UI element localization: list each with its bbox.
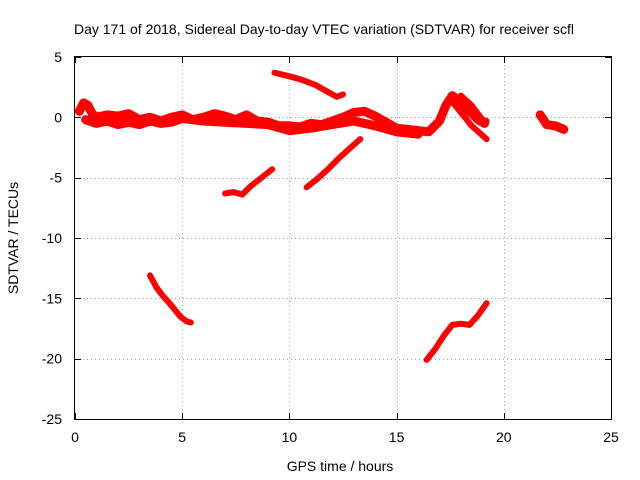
x-tick-label: 25 xyxy=(603,429,619,445)
y-tick-label: -25 xyxy=(42,411,62,427)
x-tick-label: 20 xyxy=(496,429,512,445)
grid-layer xyxy=(75,57,611,419)
x-tick-label: 10 xyxy=(282,429,298,445)
tick-layer: 0 5 10 15 20 25 -25 -20 -15 -10 -5 0 5 xyxy=(42,49,619,445)
series-branch-upper-arc xyxy=(271,69,346,100)
y-axis-label: SDTVAR / TECUs xyxy=(5,182,21,294)
series-late-cluster xyxy=(535,110,569,134)
y-tick-label: 0 xyxy=(54,109,62,125)
y-tick-label: -10 xyxy=(42,230,62,246)
plot-frame xyxy=(74,56,612,420)
y-tick-label: -20 xyxy=(42,351,62,367)
y-tick-label: -15 xyxy=(42,290,62,306)
x-tick-label: 5 xyxy=(178,429,186,445)
y-tick-label: -5 xyxy=(50,170,63,186)
series-arc-16-19 xyxy=(423,300,490,363)
x-tick-label: 15 xyxy=(389,429,405,445)
chart-title: Day 171 of 2018, Sidereal Day-to-day VTE… xyxy=(74,21,574,37)
x-axis-label: GPS time / hours xyxy=(287,458,394,474)
series-branch-rising xyxy=(303,136,364,191)
series-peak-descent xyxy=(447,96,490,143)
series-branch-low-rising xyxy=(222,166,276,198)
x-tick-label: 0 xyxy=(71,429,79,445)
series-peak-secondary xyxy=(457,92,490,124)
series-main-band-lower xyxy=(81,114,423,139)
data-layer xyxy=(74,69,569,363)
y-tick-label: 5 xyxy=(54,49,62,65)
series-arc-3-5 xyxy=(147,272,194,326)
